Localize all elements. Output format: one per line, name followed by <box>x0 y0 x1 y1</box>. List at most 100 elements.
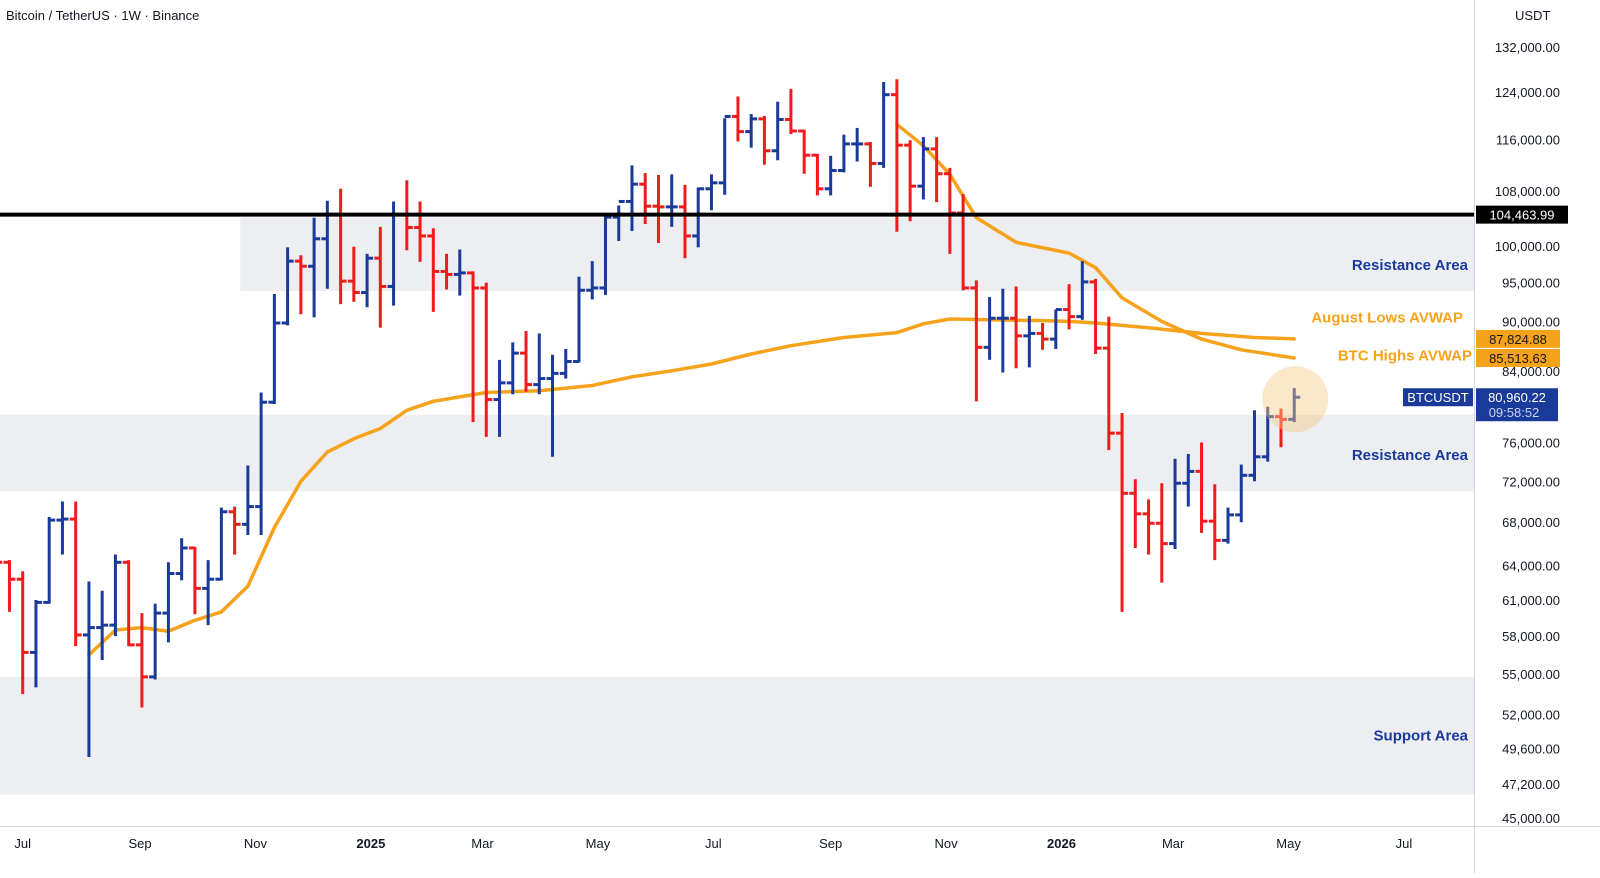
ohlc-bar <box>586 261 599 300</box>
ohlc-bar <box>983 297 996 360</box>
ohlc-bar <box>268 294 281 404</box>
y-tick-label: 100,000.00 <box>1495 239 1560 254</box>
y-tick-label: 68,000.00 <box>1502 515 1560 530</box>
y-tick-label: 55,000.00 <box>1502 667 1560 682</box>
ohlc-bar <box>612 199 625 241</box>
annotation-label: August Lows AVWAP <box>1311 309 1463 326</box>
x-tick-label: Sep <box>819 836 842 851</box>
ohlc-bar <box>1023 315 1036 368</box>
ohlc-bar <box>1089 278 1102 354</box>
ohlc-bar <box>665 174 678 227</box>
x-tick-label: May <box>1276 836 1301 851</box>
level-price-tag <box>1476 205 1568 224</box>
ohlc-bar <box>811 153 824 196</box>
ohlc-bar <box>294 255 307 315</box>
ohlc-bar <box>347 246 360 302</box>
ohlc-bar <box>162 562 175 643</box>
ohlc-bar <box>1036 322 1049 350</box>
ohlc-bar <box>758 115 771 165</box>
ohlc-bar <box>1049 308 1062 349</box>
symbol-tag-label: BTCUSDT <box>1407 390 1468 405</box>
ohlc-bar <box>202 560 215 626</box>
x-tick-label: 2026 <box>1047 836 1076 851</box>
ohlc-bar <box>851 127 864 162</box>
x-tick-label: 2025 <box>356 836 385 851</box>
y-tick-label: 64,000.00 <box>1502 559 1560 574</box>
ohlc-bar <box>3 560 16 612</box>
ohlc-bar <box>1102 316 1115 451</box>
bar-countdown: 09:58:52 <box>1489 405 1540 420</box>
ohlc-bar <box>546 354 559 457</box>
ohlc-bar <box>904 140 917 222</box>
x-tick-label: Jul <box>705 836 722 851</box>
ohlc-bar <box>467 271 480 423</box>
ohlc-bar <box>678 184 691 259</box>
ohlc-bar <box>96 590 109 661</box>
avwap-price-tag <box>1476 329 1560 348</box>
ohlc-bar <box>652 175 665 244</box>
ohlc-bar <box>745 114 758 148</box>
chart-title: Bitcoin / TetherUS · 1W · Binance <box>6 8 200 23</box>
y-tick-label: 72,000.00 <box>1502 474 1560 489</box>
last-price-tag <box>1476 388 1558 422</box>
ohlc-bar <box>255 392 268 535</box>
symbol-tag <box>1403 388 1473 407</box>
level-price-tag-label: 104,463.99 <box>1489 208 1554 223</box>
zone-0 <box>240 217 1474 292</box>
highlight-circle <box>1262 366 1329 433</box>
ohlc-bar <box>215 507 228 581</box>
avwap-price-tag <box>1476 349 1560 368</box>
ohlc-bar <box>1142 499 1155 555</box>
ohlc-bar <box>718 114 731 195</box>
ohlc-bar <box>1195 442 1208 533</box>
ohlc-bar <box>1010 286 1023 369</box>
ohlc-bar <box>82 581 95 757</box>
annotation-label: Resistance Area <box>1352 447 1469 464</box>
ohlc-bar <box>1063 284 1076 330</box>
ohlc-bar <box>520 331 533 392</box>
ohlc-bar <box>1261 406 1274 462</box>
ohlc-bar <box>281 247 294 326</box>
ohlc-bar <box>16 571 29 695</box>
ohlc-bar <box>970 280 983 402</box>
y-tick-label: 76,000.00 <box>1502 436 1560 451</box>
ohlc-bar <box>361 253 374 308</box>
y-tick-label: 45,000.00 <box>1502 811 1560 826</box>
ohlc-bar <box>533 333 546 395</box>
ohlc-bar <box>135 613 148 708</box>
ohlc-bar <box>771 101 784 161</box>
ohlc-bar <box>837 134 850 173</box>
y-tick-label: 132,000.00 <box>1495 40 1560 55</box>
y-tick-label: 61,000.00 <box>1502 593 1560 608</box>
ohlc-bar <box>1155 483 1168 583</box>
ohlc-bar <box>731 96 744 142</box>
ohlc-bar <box>506 342 519 395</box>
ohlc-bar <box>930 137 943 203</box>
ohlc-bar <box>824 155 837 196</box>
ohlc-bar <box>69 501 82 647</box>
ohlc-bar <box>374 226 387 328</box>
avwap-line-0 <box>87 317 1296 657</box>
ohlc-bar <box>1248 410 1261 482</box>
ohlc-bar <box>1182 453 1195 507</box>
ohlc-bar <box>890 79 903 232</box>
ohlc-bar <box>1169 458 1182 550</box>
ohlc-bar <box>1274 408 1287 448</box>
ohlc-bar <box>1116 412 1129 612</box>
x-tick-label: Jul <box>14 836 31 851</box>
ohlc-bar <box>996 288 1009 373</box>
avwap-price-tag-label: 85,513.63 <box>1489 351 1547 366</box>
ohlc-bar <box>175 538 188 581</box>
avwap-line-1 <box>895 122 1296 360</box>
ohlc-bar <box>625 165 638 232</box>
ohlc-bar <box>188 546 201 615</box>
price-axis-unit[interactable]: USDT <box>1515 8 1551 23</box>
annotation-label: BTC Highs AVWAP <box>1338 348 1472 365</box>
ohlc-bar <box>440 253 453 290</box>
y-tick-label: 84,000.00 <box>1502 364 1560 379</box>
x-tick-label: May <box>586 836 611 851</box>
ohlc-bar <box>1076 261 1089 320</box>
ohlc-bar <box>1129 479 1142 548</box>
